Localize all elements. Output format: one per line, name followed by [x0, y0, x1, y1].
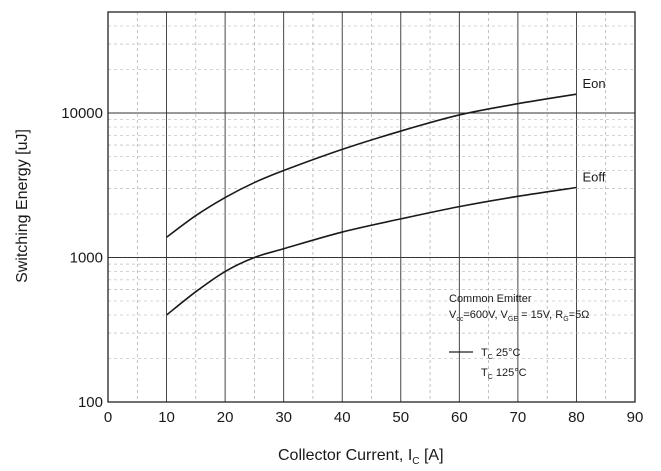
- annotation-conditions: Vcc=600V, VGE = 15V, RG=5Ω: [449, 309, 589, 323]
- x-tick-label: 90: [627, 409, 644, 426]
- x-tick-label: 50: [392, 409, 409, 426]
- y-axis-label: Switching Energy [uJ]: [14, 129, 31, 283]
- x-tick-label: 20: [217, 409, 234, 426]
- x-tick-label: 30: [275, 409, 292, 426]
- x-tick-label: 0: [104, 409, 112, 426]
- x-tick-labels: 0 10 20 30 40 50 60 70 80 90: [104, 409, 644, 426]
- series-labels: Eon Eoff: [582, 76, 605, 184]
- y-tick-label: 100: [78, 394, 103, 411]
- x-tick-label: 80: [568, 409, 585, 426]
- series-line-eoff: [166, 186, 577, 316]
- x-tick-label: 70: [510, 409, 527, 426]
- y-tick-label: 1000: [70, 250, 103, 267]
- y-tick-label: 10000: [61, 105, 103, 122]
- series-line-eon: [166, 93, 577, 238]
- grid: [108, 12, 635, 402]
- y-tick-labels: 100 1000 10000: [61, 105, 103, 411]
- x-axis-label: Collector Current, IC [A]: [278, 447, 444, 467]
- x-tick-label: 10: [158, 409, 175, 426]
- x-tick-label: 40: [334, 409, 351, 426]
- series-label-eoff: Eoff: [582, 170, 605, 185]
- legend-label-25c: TC 25°C: [481, 347, 520, 361]
- x-tick-label: 60: [451, 409, 468, 426]
- series-label-eon: Eon: [582, 76, 605, 91]
- plot-frame: [107, 11, 636, 403]
- legend-label-125c: TC 125°C: [481, 367, 527, 381]
- series-lines: [166, 93, 577, 316]
- annotation-title: Common Emitter: [449, 293, 532, 305]
- test-conditions-annotation: Common Emitter Vcc=600V, VGE = 15V, RG=5…: [449, 293, 589, 381]
